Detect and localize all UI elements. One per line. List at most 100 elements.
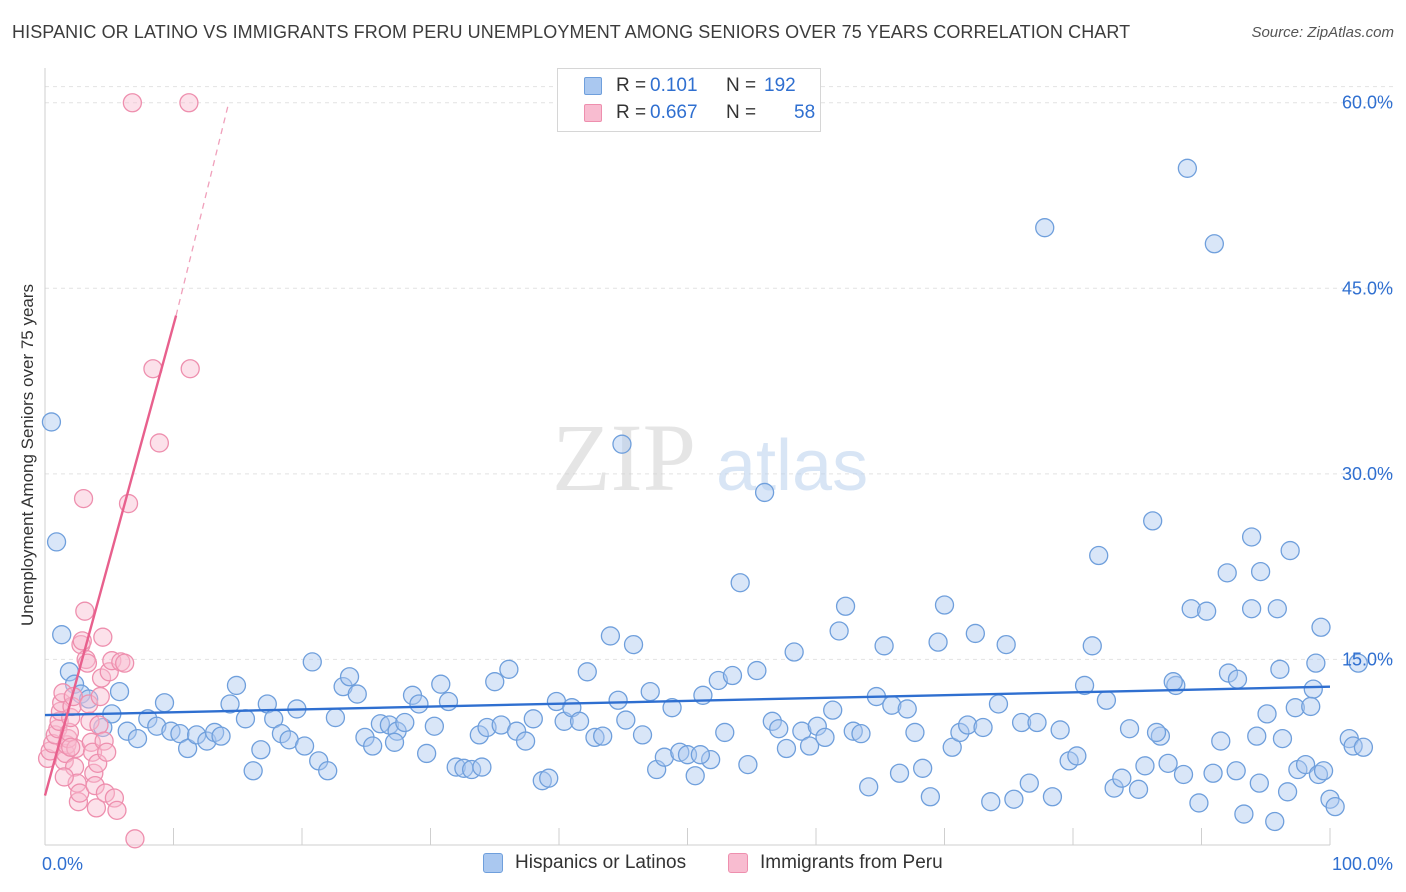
- point-hispanics-or-latinos-151: [1203, 763, 1223, 783]
- point-immigrants-from-peru-45: [104, 788, 125, 808]
- point-hispanics-or-latinos-55: [469, 725, 489, 745]
- point-hispanics-or-latinos-79: [654, 747, 675, 767]
- point-immigrants-from-peru-38: [91, 668, 112, 688]
- trend-lines: [43, 102, 1331, 796]
- point-hispanics-or-latinos-140: [1119, 719, 1140, 739]
- point-hispanics-or-latinos-175: [1227, 669, 1248, 689]
- bottom-legend-label-peru: Immigrants from Peru: [760, 852, 943, 873]
- point-hispanics-or-latinos-92: [754, 482, 775, 503]
- point-hispanics-or-latinos-130: [1042, 787, 1063, 807]
- point-hispanics-or-latinos-47: [409, 694, 429, 714]
- point-hispanics-or-latinos-159: [1265, 811, 1285, 832]
- legend-n-label: N =: [726, 75, 757, 96]
- point-hispanics-or-latinos-64: [539, 768, 559, 788]
- point-immigrants-from-peru-39: [93, 627, 113, 647]
- point-hispanics-or-latinos-145: [1158, 753, 1178, 774]
- y-tick-label-1: 30.0%: [1342, 464, 1393, 484]
- watermark-atlas: atlas: [716, 426, 868, 506]
- point-hispanics-or-latinos-174: [1163, 672, 1183, 692]
- point-immigrants-from-peru-48: [115, 653, 135, 673]
- correlation-legend: R = 0.101 N = 192 R = 0.667 N = 58: [557, 68, 821, 132]
- point-hispanics-or-latinos-103: [835, 596, 856, 616]
- point-hispanics-or-latinos-164: [1303, 679, 1323, 699]
- bottom-legend-swatch-hispanics: [483, 853, 503, 873]
- point-hispanics-or-latinos-116: [934, 595, 955, 615]
- y-tick-label-3: 60.0%: [1342, 93, 1393, 113]
- point-immigrants-from-peru-41: [95, 783, 116, 803]
- legend-r-label: R =: [616, 75, 647, 96]
- point-hispanics-or-latinos-14: [154, 693, 175, 713]
- point-hispanics-or-latinos-22: [220, 694, 240, 714]
- bottom-legend-swatch-peru: [728, 853, 748, 873]
- x-tick-label-0: 0.0%: [42, 854, 83, 874]
- point-hispanics-or-latinos-11: [127, 728, 148, 749]
- point-hispanics-or-latinos-115: [928, 632, 948, 652]
- point-immigrants-from-peru-25: [75, 601, 95, 621]
- point-hispanics-or-latinos-152: [1211, 731, 1231, 751]
- point-hispanics-or-latinos-171: [1217, 563, 1237, 583]
- point-hispanics-or-latinos-181: [1308, 764, 1329, 785]
- point-hispanics-or-latinos-6: [79, 689, 99, 709]
- point-hispanics-or-latinos-94: [769, 719, 789, 739]
- point-hispanics-or-latinos-48: [416, 743, 437, 764]
- point-hispanics-or-latinos-172: [1267, 599, 1287, 619]
- bottom-legend-label-hispanics: Hispanics or Latinos: [515, 852, 687, 873]
- point-hispanics-or-latinos-178: [1277, 782, 1298, 802]
- source-label: Source: ZipAtlas.com: [1251, 24, 1394, 41]
- point-hispanics-or-latinos-74: [616, 710, 636, 730]
- point-hispanics-or-latinos-23: [226, 675, 247, 696]
- point-hispanics-or-latinos-125: [1004, 789, 1024, 809]
- point-hispanics-or-latinos-180: [1306, 653, 1326, 673]
- point-hispanics-or-latinos-163: [1295, 754, 1316, 775]
- point-hispanics-or-latinos-10: [117, 721, 137, 741]
- point-hispanics-or-latinos-154: [1226, 761, 1246, 781]
- point-hispanics-or-latinos-170: [1250, 561, 1271, 582]
- point-hispanics-or-latinos-25: [243, 761, 263, 781]
- point-immigrants-from-peru-40: [94, 731, 114, 751]
- point-hispanics-or-latinos-2: [52, 625, 72, 645]
- point-hispanics-or-latinos-39: [347, 684, 367, 704]
- point-hispanics-or-latinos-169: [1241, 527, 1262, 547]
- point-hispanics-or-latinos-128: [1027, 712, 1047, 733]
- point-hispanics-or-latinos-16: [170, 724, 190, 744]
- point-hispanics-or-latinos-158: [1257, 704, 1277, 724]
- point-hispanics-or-latinos-134: [1074, 675, 1095, 696]
- trend-line-hispanics: [44, 685, 1331, 717]
- point-hispanics-or-latinos-71: [593, 726, 613, 746]
- point-hispanics-or-latinos-56: [477, 717, 497, 738]
- point-hispanics-or-latinos-41: [363, 736, 383, 756]
- point-hispanics-or-latinos-142: [1135, 756, 1155, 776]
- point-hispanics-or-latinos-77: [640, 681, 660, 702]
- point-hispanics-or-latinos-76: [632, 725, 653, 745]
- point-hispanics-or-latinos-188: [1301, 696, 1321, 717]
- point-immigrants-from-peru-33: [85, 775, 105, 796]
- point-hispanics-or-latinos-186: [1348, 653, 1368, 673]
- point-hispanics-or-latinos-165: [1311, 617, 1331, 637]
- point-hispanics-or-latinos-173: [1146, 722, 1167, 743]
- legend-r-value-peru: 0.667: [650, 102, 698, 123]
- point-hispanics-or-latinos-83: [685, 766, 705, 786]
- watermark-zip: ZIP: [552, 404, 696, 511]
- point-hispanics-or-latinos-26: [251, 740, 271, 760]
- point-hispanics-or-latinos-98: [799, 736, 820, 756]
- point-hispanics-or-latinos-118: [950, 722, 970, 743]
- point-hispanics-or-latinos-33: [302, 652, 322, 672]
- point-hispanics-or-latinos-127: [1019, 773, 1039, 793]
- axes: [44, 68, 1331, 846]
- legend-swatch-hispanics: [584, 77, 602, 95]
- point-hispanics-or-latinos-21: [211, 726, 231, 746]
- point-hispanics-or-latinos-17: [177, 738, 198, 759]
- point-hispanics-or-latinos-93: [762, 711, 782, 731]
- point-hispanics-or-latinos-138: [1104, 778, 1124, 798]
- point-immigrants-from-peru-55: [180, 359, 200, 379]
- point-immigrants-from-peru-37: [90, 686, 110, 707]
- legend-r-label: R =: [616, 102, 647, 123]
- point-hispanics-or-latinos-88: [722, 665, 743, 686]
- point-hispanics-or-latinos-91: [747, 660, 767, 681]
- legend-n-value-hispanics: 192: [764, 75, 796, 96]
- point-hispanics-or-latinos-101: [823, 700, 843, 720]
- x-tick-label-1: 100.0%: [1332, 854, 1393, 874]
- point-hispanics-or-latinos-24: [235, 709, 256, 729]
- point-hispanics-or-latinos-62: [523, 709, 543, 729]
- point-hispanics-or-latinos-168: [1204, 234, 1224, 254]
